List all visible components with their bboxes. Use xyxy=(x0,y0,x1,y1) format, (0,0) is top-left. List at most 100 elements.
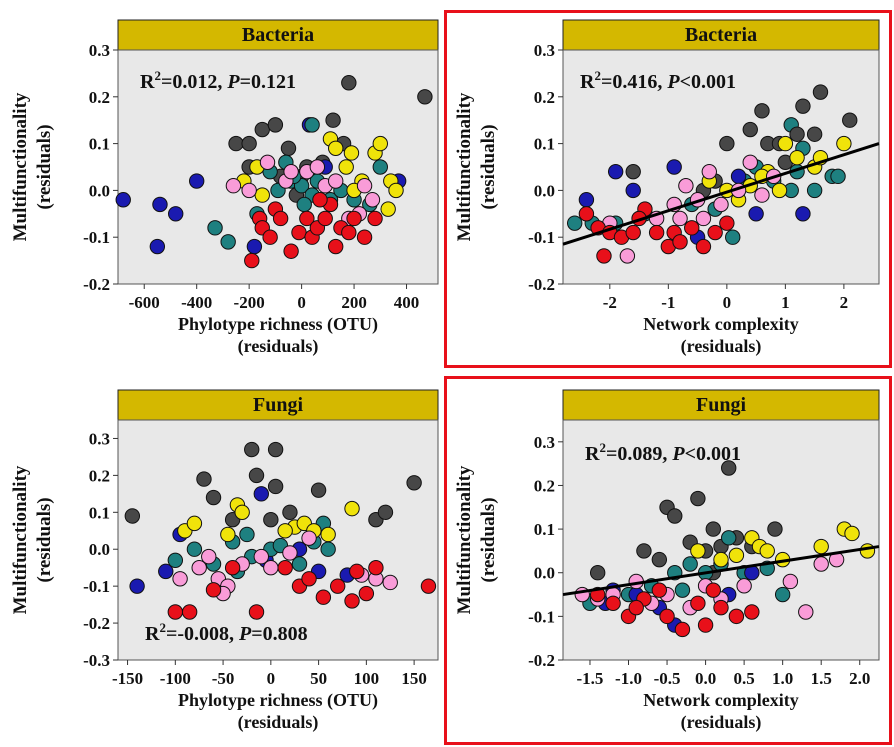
x-tick-label: -50 xyxy=(212,669,235,688)
data-point xyxy=(795,206,811,222)
y-tick-label: -0.2 xyxy=(528,275,555,294)
data-point xyxy=(705,521,721,537)
data-point xyxy=(695,238,712,255)
data-point xyxy=(406,475,422,491)
data-point xyxy=(844,525,860,542)
data-point xyxy=(186,515,203,532)
data-point xyxy=(191,559,207,576)
data-point xyxy=(721,460,737,476)
data-point xyxy=(282,504,298,521)
strip-title-bg xyxy=(562,19,880,51)
data-point xyxy=(782,573,799,590)
data-point xyxy=(167,604,184,620)
data-point xyxy=(115,192,131,208)
y-tick-label: 0.0 xyxy=(534,181,555,200)
data-point xyxy=(291,224,307,241)
x-axis-label: Phylotype richness (OTU) xyxy=(178,690,378,711)
data-point xyxy=(291,556,308,572)
data-point xyxy=(267,117,284,133)
x-tick-label: 100 xyxy=(354,669,380,688)
data-point xyxy=(659,608,675,625)
x-tick-label: 2 xyxy=(840,293,849,312)
data-point xyxy=(830,168,846,185)
data-point xyxy=(684,220,700,236)
data-point xyxy=(205,489,222,506)
data-point xyxy=(263,511,279,528)
x-tick-label: 1.5 xyxy=(811,669,832,688)
stat-annotation: R2=0.416, P<0.001 xyxy=(580,68,736,93)
highlight-box-fungi-network xyxy=(444,376,892,745)
data-point xyxy=(356,178,373,194)
data-point xyxy=(742,121,758,138)
data-point xyxy=(813,538,829,555)
data-point xyxy=(228,135,244,152)
data-point xyxy=(748,206,764,222)
data-point xyxy=(239,526,255,543)
x-tick-label: -1 xyxy=(661,293,675,312)
y-tick-label: 0.3 xyxy=(89,41,110,60)
x-axis-label: Phylotype richness (OTU) xyxy=(178,314,378,335)
data-point xyxy=(651,551,668,568)
data-point xyxy=(666,159,682,175)
stat-annotation: R2=0.012, P=0.121 xyxy=(140,68,296,93)
y-tick-label: 0.2 xyxy=(89,88,110,107)
strip-title-bg xyxy=(562,389,880,421)
data-point xyxy=(674,582,691,598)
data-point xyxy=(382,574,398,591)
data-point xyxy=(628,599,644,616)
data-point xyxy=(719,135,735,152)
data-point xyxy=(767,521,783,537)
y-tick-label: 0.3 xyxy=(534,433,555,452)
data-point xyxy=(253,548,269,565)
x-axis-label-sub: (residuals) xyxy=(238,336,319,357)
y-tick-label: -0.1 xyxy=(528,607,555,626)
data-point xyxy=(674,621,691,638)
y-tick-label: 0.0 xyxy=(534,564,555,583)
x-tick-label: -600 xyxy=(129,293,160,312)
data-point xyxy=(789,149,805,166)
data-point xyxy=(754,103,770,119)
data-point xyxy=(262,229,278,245)
y-axis-label-sub: (residuals) xyxy=(34,124,55,209)
data-point xyxy=(728,608,745,625)
data-point xyxy=(356,229,373,245)
data-point xyxy=(596,248,612,264)
x-tick-label: 0 xyxy=(723,293,732,312)
x-tick-label: 0.5 xyxy=(733,669,754,688)
y-tick-label: -0.2 xyxy=(83,275,110,294)
data-point xyxy=(789,126,805,142)
x-tick-label: 0 xyxy=(297,293,306,312)
data-point xyxy=(678,178,694,194)
data-point xyxy=(280,140,297,156)
y-tick-label: 0.2 xyxy=(89,466,110,485)
data-point xyxy=(806,126,823,142)
data-point xyxy=(338,159,354,175)
data-point xyxy=(701,163,717,180)
data-point xyxy=(225,178,242,194)
chart-panel-2: Bacteria -0.2 -0.1 0.0 0.1 0.2 0.3 -2 -1 0 1 2 R2=0.… xyxy=(454,19,880,357)
data-point xyxy=(619,248,636,264)
data-point xyxy=(697,617,714,633)
data-point xyxy=(682,556,698,572)
data-point xyxy=(296,196,312,213)
data-point xyxy=(695,210,712,227)
x-tick-label: -0.5 xyxy=(654,669,681,688)
data-point xyxy=(812,84,829,100)
data-point xyxy=(205,582,222,598)
data-point xyxy=(254,187,270,203)
y-axis-label-sub: (residuals) xyxy=(478,497,499,582)
y-tick-label: 0.3 xyxy=(89,429,110,448)
data-point xyxy=(707,224,723,241)
data-point xyxy=(301,530,317,546)
x-tick-label: 150 xyxy=(401,669,427,688)
data-point xyxy=(282,545,298,561)
data-point xyxy=(152,196,168,213)
x-tick-label: 1 xyxy=(781,293,790,312)
x-tick-label: 0 xyxy=(267,669,276,688)
data-point xyxy=(690,543,706,559)
data-point xyxy=(417,89,433,105)
x-tick-label: -400 xyxy=(181,293,212,312)
data-point xyxy=(315,589,332,605)
data-point xyxy=(607,163,624,180)
y-axis-label-sub: (residuals) xyxy=(34,497,55,582)
